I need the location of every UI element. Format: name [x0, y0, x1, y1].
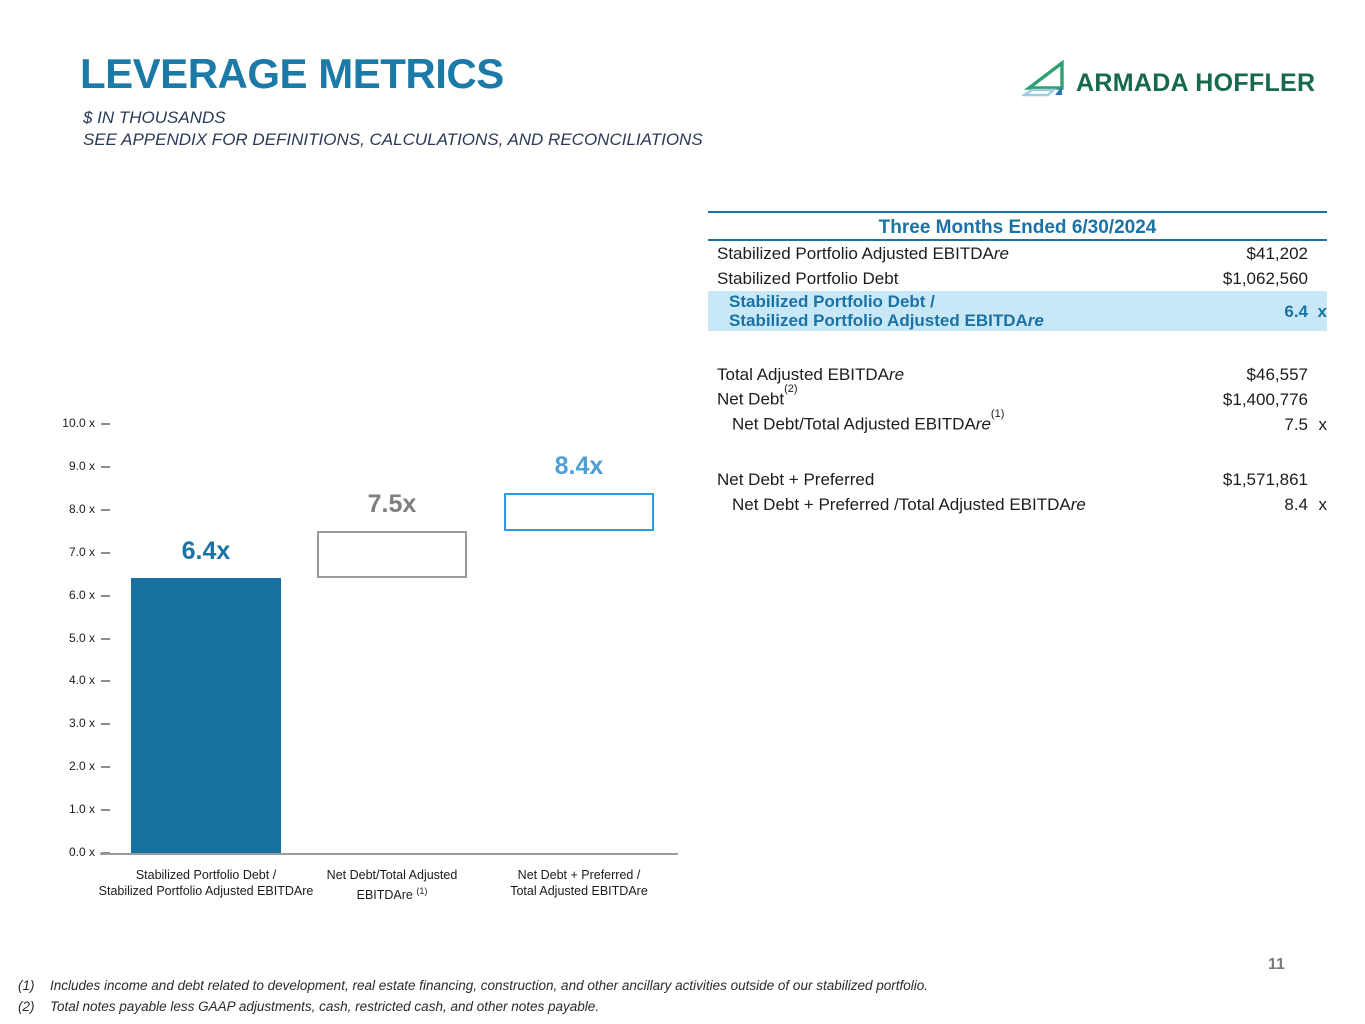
table-row: Net Debt(2) $1,400,776 — [708, 383, 1327, 412]
y-tick-label: 8.0 x — [68, 501, 95, 516]
table-row: Stabilized Portfolio Debt / Stabilized Po… — [708, 291, 1327, 331]
table-row: Net Debt + Preferred /Total Adjusted EBI… — [708, 492, 1327, 517]
table-row: Net Debt + Preferred $1,571,861 — [708, 467, 1327, 492]
bar-outline — [317, 531, 467, 579]
row-value: $1,571,861 — [1222, 469, 1308, 489]
armada-hoffler-logo: ARMADA HOFFLER — [1019, 59, 1316, 107]
subtitle-appendix-note: SEE APPENDIX FOR DEFINITIONS, CALCULATIO… — [83, 130, 703, 149]
row-x-suffix: x — [1318, 494, 1328, 514]
x-category-label: Net Debt/Total Adjusted EBITDAre (1) — [326, 868, 458, 902]
row-label: Net Debt + Preferred — [717, 469, 875, 489]
y-tick-mark — [101, 809, 110, 812]
leverage-bar-chart: 0.0 x 1.0 x 2.0 x 3.0 x 4.0 x 5.0 x 6.0 x 7.0 x… — [55, 410, 695, 920]
row-label: Net Debt(2) — [717, 383, 798, 409]
footnote-text: Total notes payable less GAAP adjustment… — [50, 999, 600, 1014]
footnote-number: (1) — [18, 978, 35, 993]
x-category-label: Net Debt + Preferred / Total Adjusted EBI… — [510, 868, 648, 898]
row-label: Net Debt + Preferred /Total Adjusted EBI… — [732, 494, 1086, 514]
y-tick-label: 2.0 x — [68, 759, 95, 774]
row-value: 7.5 — [1284, 414, 1308, 434]
leverage-metrics-table: Three Months Ended 6/30/2024 Stabilized … — [708, 211, 1327, 517]
subtitle-units: $ IN THOUSANDS — [83, 108, 226, 127]
row-value: $1,400,776 — [1222, 389, 1308, 409]
y-tick-label: 1.0 x — [68, 802, 95, 817]
row-value: $1,062,560 — [1222, 268, 1308, 288]
table-row: Stabilized Portfolio Adjusted EBITDAre $4… — [708, 241, 1327, 266]
x-axis-line — [100, 853, 678, 855]
row-label: Total Adjusted EBITDAre — [717, 364, 905, 384]
x-category-label: Stabilized Portfolio Debt / Stabilized Po… — [98, 868, 314, 898]
bar-value-label: 8.4x — [554, 451, 604, 480]
bar-value-label: 6.4x — [181, 537, 231, 566]
row-label: Net Debt/Total Adjusted EBITDAre(1) — [732, 408, 1005, 434]
table-body: Stabilized Portfolio Adjusted EBITDAre $4… — [708, 241, 1327, 517]
table-header: Three Months Ended 6/30/2024 — [708, 211, 1327, 241]
table-row: Stabilized Portfolio Debt $1,062,560 — [708, 266, 1327, 291]
footnotes: (1) Includes income and debt related to d… — [18, 975, 928, 1017]
row-x-suffix: x — [1318, 414, 1328, 434]
row-value: 8.4 — [1284, 494, 1308, 514]
page-number: 11 — [1268, 956, 1285, 973]
page-title: LEVERAGE METRICS — [80, 50, 504, 97]
row-value: 6.4 — [1284, 301, 1308, 321]
y-tick-label: 6.0 x — [68, 587, 95, 602]
row-value: $41,202 — [1246, 243, 1308, 263]
table-spacer — [708, 331, 1327, 362]
logo-wordmark: ARMADA HOFFLER — [1076, 69, 1316, 97]
row-label: Stabilized Portfolio Adjusted EBITDAre — [717, 243, 1009, 263]
footnote: (2) Total notes payable less GAAP adjustm… — [18, 996, 928, 1017]
bar-filled — [131, 578, 281, 853]
y-tick-label: 5.0 x — [68, 630, 95, 645]
y-tick-mark — [101, 465, 110, 468]
footnote-number: (2) — [18, 999, 35, 1014]
table-spacer — [708, 437, 1327, 467]
y-tick-mark — [101, 766, 110, 769]
y-tick-mark — [101, 594, 110, 597]
armada-hoffler-sail-icon — [1019, 59, 1068, 107]
row-x-suffix: x — [1317, 301, 1327, 321]
y-tick-label: 10.0 x — [62, 416, 95, 430]
table-row: Total Adjusted EBITDAre $46,557 — [708, 362, 1327, 387]
row-label: Stabilized Portfolio Debt — [717, 268, 899, 288]
y-tick-mark — [101, 551, 110, 554]
y-tick-mark — [101, 423, 110, 425]
y-tick-mark — [101, 508, 110, 511]
bar-outline — [504, 492, 654, 532]
y-tick-mark — [101, 637, 110, 640]
table-row: Net Debt/Total Adjusted EBITDAre(1) 7.5 x — [708, 408, 1328, 437]
row-label: Stabilized Portfolio Debt / Stabilized Po… — [729, 292, 1044, 330]
row-value: $46,557 — [1246, 364, 1308, 384]
y-tick-label: 9.0 x — [68, 458, 95, 473]
footnote: (1) Includes income and debt related to d… — [18, 975, 928, 996]
y-tick-mark — [101, 723, 110, 726]
y-tick-label: 3.0 x — [68, 716, 95, 731]
bar-value-label: 7.5x — [367, 490, 417, 519]
footnote-text: Includes income and debt related to deve… — [50, 978, 929, 993]
y-tick-label: 0.0 x — [68, 845, 95, 859]
y-tick-mark — [101, 680, 110, 683]
y-tick-label: 7.0 x — [68, 544, 95, 559]
y-tick-label: 4.0 x — [68, 673, 95, 688]
